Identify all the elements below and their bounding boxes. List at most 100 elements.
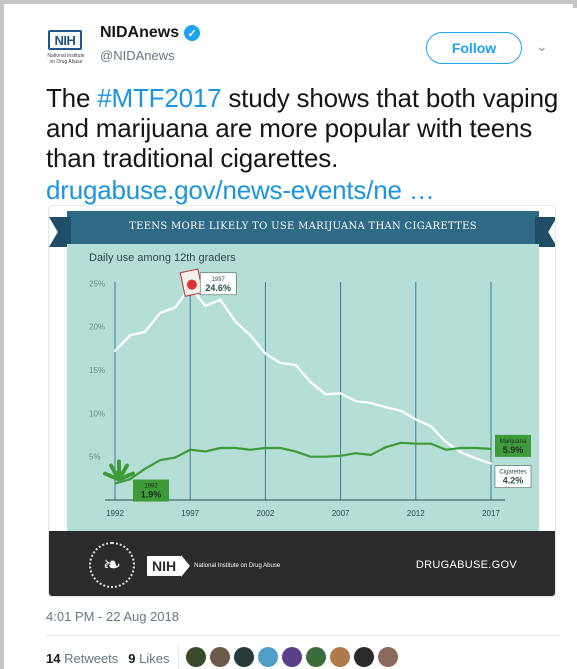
data-point <box>414 442 417 445</box>
retweets-label: Retweets <box>64 651 119 666</box>
liker-avatar[interactable] <box>282 647 302 667</box>
data-point <box>399 409 402 412</box>
data-point <box>144 330 146 333</box>
start-annotation-label: 1992 <box>144 484 158 490</box>
cigarettes-annotation-box <box>494 465 532 488</box>
liker-avatar[interactable] <box>234 647 254 667</box>
cigarettes-annotation-label: Cigarettes <box>499 470 526 476</box>
data-point <box>384 446 387 449</box>
data-point <box>414 418 417 421</box>
start-annotation-box <box>133 479 169 502</box>
tweet-timestamp[interactable]: 4:01 PM - 22 Aug 2018 <box>46 609 179 624</box>
infographic-footer: ❧ NIH National Institute on Drug Abuse D… <box>49 531 555 596</box>
data-point <box>429 425 432 428</box>
account-handle[interactable]: @NIDAnews <box>100 48 175 63</box>
nih-logo-text: NIH <box>147 556 182 576</box>
avatar[interactable]: NIH National Institute on Drug Abuse <box>46 26 86 70</box>
liker-avatar[interactable] <box>306 647 326 667</box>
divider <box>46 635 561 636</box>
liker-avatar[interactable] <box>258 647 278 667</box>
data-point <box>444 441 447 443</box>
data-point <box>249 448 252 451</box>
liker-avatar[interactable] <box>354 647 374 667</box>
peak-annotation-label: 1997 <box>212 277 226 283</box>
footer-org-name: National Institute on Drug Abuse <box>194 562 281 569</box>
series-line-marijuana <box>114 441 492 485</box>
data-point <box>460 447 462 449</box>
retweets-count: 14 <box>46 651 61 666</box>
retweets-stat[interactable]: 14 Retweets <box>46 651 118 666</box>
likes-stat[interactable]: 9 Likes <box>128 651 169 666</box>
liker-avatar[interactable] <box>378 647 398 667</box>
y-tick-label: 10% <box>89 409 105 418</box>
y-tick-label: 15% <box>89 366 105 375</box>
data-point <box>204 304 207 307</box>
data-point <box>279 447 282 449</box>
display-name[interactable]: NIDAnews <box>100 24 180 41</box>
data-point <box>369 402 372 404</box>
data-point <box>490 447 492 450</box>
data-point <box>339 392 342 395</box>
hashtag-link[interactable]: #MTF2017 <box>97 83 222 113</box>
data-point <box>429 442 432 445</box>
tweet-card: NIH National Institute on Drug Abuse NID… <box>8 8 577 669</box>
marijuana-annotation-box <box>495 434 531 457</box>
y-tick-label: 20% <box>89 323 105 332</box>
data-point <box>279 362 282 364</box>
y-tick-label: 25% <box>89 279 105 288</box>
avatar-subtext: National Institute on Drug Abuse <box>47 53 85 65</box>
nih-logo-icon: NIH <box>48 30 82 50</box>
nih-footer-logo: NIH National Institute on Drug Abuse <box>147 555 280 577</box>
data-point <box>159 311 162 314</box>
tweet-text-suffix: study shows that both vaping and marijua… <box>46 83 559 173</box>
tweet-url-link[interactable]: drugabuse.gov/news-events/ne … <box>46 175 435 205</box>
x-tick-label: 1992 <box>106 509 124 518</box>
footer-url: DRUGABUSE.GOV <box>415 559 517 571</box>
peak-annotation-value: 24.6% <box>205 283 231 293</box>
liker-avatar[interactable] <box>186 647 206 667</box>
x-tick-label: 2007 <box>332 509 350 518</box>
nih-logo-arrow-icon <box>181 555 191 577</box>
data-point <box>219 447 222 449</box>
cigarette-pack-icon <box>179 268 204 297</box>
line-chart: 1992 1997 2002 2007 2012 2017 5% 10% 15% 20% 25% 19… <box>89 268 532 518</box>
start-annotation-value: 1.9% <box>141 490 162 500</box>
data-point <box>129 478 131 481</box>
data-point <box>309 455 312 458</box>
liker-avatar[interactable] <box>210 647 230 667</box>
follow-button[interactable]: Follow <box>426 32 522 64</box>
data-point <box>264 352 267 355</box>
liker-avatar[interactable] <box>330 647 350 667</box>
verified-badge-icon: ✓ <box>184 25 201 41</box>
banner-title: TEENS MORE LIKELY TO USE MARIJUANA THAN … <box>129 221 477 232</box>
chart-area: 1992 1997 2002 2007 2012 2017 5% 10% 15% 20% 25% 19… <box>67 244 539 531</box>
data-point <box>174 456 177 459</box>
marijuana-leaf-icon <box>103 459 135 482</box>
x-tick-label: 2002 <box>257 509 275 518</box>
hhs-seal-icon: ❧ <box>89 542 135 588</box>
data-point <box>294 450 297 453</box>
data-point <box>174 306 177 309</box>
data-point <box>354 452 357 455</box>
chart-title: Daily use among 12th graders <box>89 252 236 264</box>
marijuana-annotation-label: Marijuana <box>500 439 527 445</box>
x-tick-label: 2017 <box>482 509 500 518</box>
data-point <box>114 350 116 352</box>
infographic-image[interactable]: TEENS MORE LIKELY TO USE MARIJUANA THAN … <box>48 205 556 597</box>
y-tick-label: 5% <box>89 453 101 462</box>
data-point <box>475 447 477 449</box>
chevron-down-icon[interactable]: ⌄ <box>536 38 548 54</box>
stats-divider <box>178 644 179 669</box>
peak-annotation-box <box>199 272 237 296</box>
x-tick-label: 1997 <box>181 509 199 518</box>
tweet-text: The #MTF2017 study shows that both vapin… <box>46 83 561 173</box>
account-name-line: NIDAnews ✓ <box>100 24 201 42</box>
data-point <box>294 363 297 366</box>
cigarettes-annotation-value: 4.2% <box>503 476 524 486</box>
liker-avatars <box>186 647 398 667</box>
engagement-stats: 14 Retweets 9 Likes <box>46 651 170 666</box>
data-point <box>234 447 237 449</box>
data-point <box>249 334 252 337</box>
data-point <box>234 320 237 323</box>
data-point <box>159 459 162 462</box>
